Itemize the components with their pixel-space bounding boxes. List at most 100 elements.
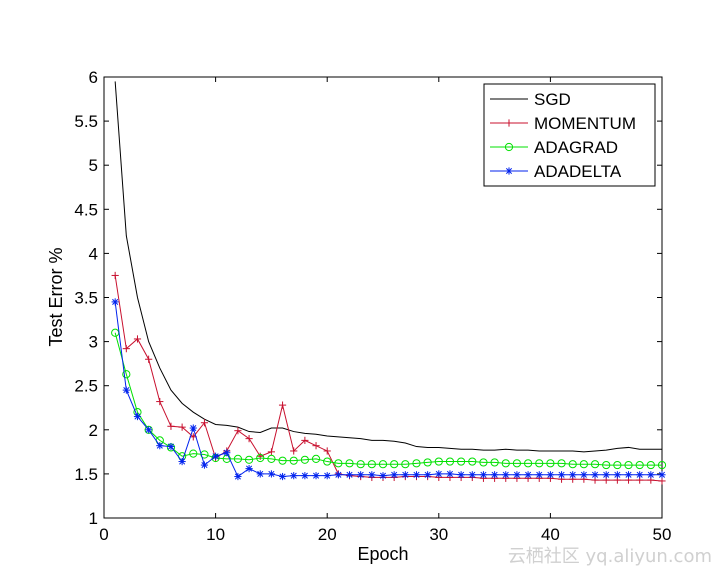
asterisk-marker: [524, 471, 532, 479]
asterisk-marker: [390, 471, 398, 479]
asterisk-marker: [234, 472, 242, 481]
circle-marker: [557, 459, 566, 468]
asterisk-marker: [256, 470, 264, 478]
plus-marker: [167, 422, 175, 430]
circle-marker: [289, 456, 298, 465]
circle-marker: [568, 460, 577, 469]
asterisk-marker: [613, 471, 621, 479]
y-tick-label: 5: [89, 156, 98, 175]
circle-marker: [501, 459, 510, 468]
circle-marker: [535, 459, 544, 468]
y-tick-label: 3.5: [74, 289, 98, 308]
plus-marker: [145, 355, 153, 363]
asterisk-marker: [145, 426, 153, 434]
asterisk-marker: [457, 471, 465, 479]
circle-marker: [646, 460, 655, 470]
x-axis-title: Epoch: [357, 544, 408, 564]
circle-marker: [523, 459, 533, 468]
asterisk-marker: [312, 472, 320, 480]
circle-marker: [401, 460, 410, 469]
circle-marker: [233, 454, 243, 464]
x-tick-label: 10: [206, 525, 225, 544]
asterisk-marker: [424, 471, 432, 479]
asterisk-marker: [647, 471, 655, 479]
asterisk-marker: [301, 472, 309, 480]
asterisk-marker: [412, 471, 421, 479]
plus-marker: [133, 335, 142, 343]
circle-marker: [356, 460, 365, 469]
legend-item-momentum: MOMENTUM: [490, 114, 636, 133]
plus-marker: [111, 271, 119, 280]
circle-marker: [256, 453, 265, 463]
y-tick-label: 6: [89, 68, 98, 87]
asterisk-marker: [401, 471, 409, 479]
circle-marker: [122, 370, 131, 379]
legend: SGD MOMENTUM ADAGRAD ADADELTA: [483, 83, 656, 187]
x-tick-label: 40: [541, 525, 560, 544]
circle-marker: [635, 460, 644, 470]
plus-marker: [122, 345, 130, 353]
circle-marker: [457, 457, 466, 466]
circle-marker: [334, 459, 343, 468]
asterisk-marker: [502, 471, 510, 479]
legend-label: MOMENTUM: [534, 114, 636, 133]
plus-marker: [505, 119, 513, 127]
asterisk-marker: [245, 465, 253, 473]
asterisk-marker: [178, 457, 186, 466]
y-tick-label: 2: [89, 421, 98, 440]
circle-marker: [490, 458, 499, 467]
asterisk-marker: [491, 471, 499, 479]
asterisk-marker: [334, 471, 342, 479]
axis-ticks: 0 10 20 30 40 50 1 1.5 2 2.5 3 3.5 4 4.5 5 5.5 6: [74, 68, 671, 544]
asterisk-marker: [435, 470, 443, 478]
asterisk-marker: [546, 471, 554, 479]
x-tick-label: 20: [318, 525, 337, 544]
legend-item-adagrad: ADAGRAD: [490, 138, 618, 157]
plus-marker: [267, 448, 275, 456]
circle-marker: [546, 459, 555, 468]
circle-marker: [468, 457, 477, 466]
asterisk-marker: [111, 298, 119, 306]
series-adagrad: [111, 328, 667, 470]
circle-marker: [345, 459, 354, 468]
plus-marker: [245, 435, 253, 443]
y-tick-label: 5.5: [74, 112, 98, 131]
circle-marker: [423, 458, 432, 467]
asterisk-marker: [368, 471, 376, 479]
circle-marker: [624, 460, 633, 470]
circle-marker: [434, 457, 443, 466]
asterisk-marker: [557, 471, 566, 479]
plus-marker: [234, 427, 242, 435]
circle-marker: [512, 459, 522, 468]
legend-label: ADAGRAD: [534, 138, 618, 157]
plus-marker: [178, 423, 186, 431]
asterisk-marker: [658, 471, 666, 479]
y-tick-label: 3: [89, 333, 98, 352]
plus-marker: [301, 436, 309, 444]
circle-marker: [590, 460, 600, 469]
legend-item-sgd: SGD: [490, 90, 571, 109]
asterisk-marker: [379, 472, 387, 480]
y-tick-label: 4.5: [74, 200, 98, 219]
circle-marker: [613, 460, 622, 470]
circle-marker: [479, 458, 488, 467]
legend-item-adadelta: ADADELTA: [490, 162, 622, 181]
circle-marker: [602, 460, 611, 470]
circle-marker: [300, 455, 309, 464]
series-line-sgd: [114, 81, 662, 453]
circle-marker: [323, 457, 332, 466]
asterisk-marker: [624, 471, 633, 479]
plus-marker: [156, 397, 164, 406]
series-sgd: [114, 81, 662, 453]
plus-marker: [256, 452, 264, 460]
y-tick-label: 1: [89, 509, 98, 528]
asterisk-marker: [513, 471, 521, 479]
asterisk-marker: [290, 472, 298, 480]
circle-marker: [311, 454, 321, 464]
circle-marker: [278, 456, 287, 465]
asterisk-marker: [133, 412, 142, 421]
watermark: 云栖社区 yq.aliyun.com: [507, 546, 712, 567]
plus-marker: [323, 447, 331, 455]
x-tick-label: 50: [653, 525, 672, 544]
